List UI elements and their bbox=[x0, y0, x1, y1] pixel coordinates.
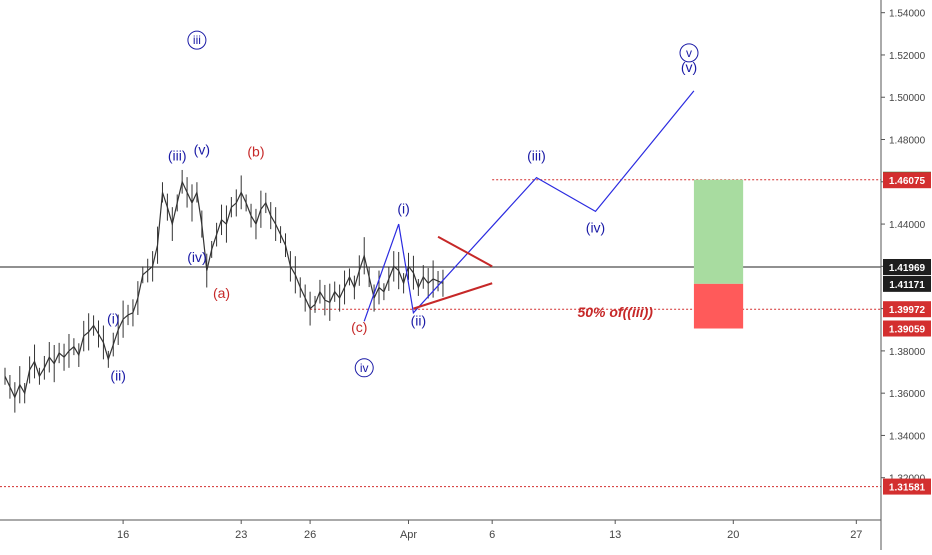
price-tag-label: 1.41969 bbox=[889, 263, 926, 274]
circled-wave-label: iv bbox=[360, 361, 369, 375]
plot-layer: (i) (ii) (iii) (iv) (v) (a) (b) (c) (i) (ii) (iii)… bbox=[0, 30, 881, 488]
wave-label: (ii) bbox=[411, 313, 427, 329]
y-tick-label: 1.52000 bbox=[889, 51, 926, 62]
wave-label: (iv) bbox=[187, 249, 206, 265]
x-tick-label: 6 bbox=[489, 529, 495, 541]
circled-wave-marker bbox=[354, 358, 374, 378]
x-tick-label: 13 bbox=[609, 529, 621, 541]
triangle-line bbox=[413, 282, 493, 310]
triangle-line bbox=[437, 235, 493, 268]
wave-label: (i) bbox=[397, 200, 409, 216]
price-tag-label: 1.46075 bbox=[889, 176, 926, 187]
x-tick-label: 26 bbox=[304, 529, 316, 541]
price-tag-label: 1.31581 bbox=[889, 483, 926, 494]
price-tag bbox=[883, 301, 931, 318]
y-tick-label: 1.38000 bbox=[889, 347, 926, 358]
target-box bbox=[693, 283, 744, 329]
price-tag bbox=[883, 320, 931, 337]
y-tick-label: 1.36000 bbox=[889, 389, 926, 400]
wave-label: (b) bbox=[247, 143, 264, 159]
wave-label: (i) bbox=[107, 310, 119, 326]
x-tick-label: 23 bbox=[235, 529, 247, 541]
circled-wave-label: iii bbox=[193, 33, 201, 47]
x-tick-label: 27 bbox=[850, 529, 862, 541]
x-tick-label: Apr bbox=[400, 529, 417, 541]
wave-label: (iii) bbox=[168, 148, 187, 164]
price-tag bbox=[883, 258, 931, 275]
wave-label: (c) bbox=[351, 319, 367, 335]
price-tag bbox=[883, 275, 931, 292]
price-tag-label: 1.39972 bbox=[889, 305, 926, 316]
wave-label: (v) bbox=[194, 141, 210, 157]
wave-label: (iv) bbox=[586, 220, 605, 236]
y-tick-label: 1.50000 bbox=[889, 93, 926, 104]
y-tick-label: 1.44000 bbox=[889, 220, 926, 231]
y-tick-label: 1.34000 bbox=[889, 431, 926, 442]
circled-wave-label: v bbox=[686, 46, 692, 60]
circled-wave-marker bbox=[679, 43, 699, 63]
price-tag bbox=[883, 172, 931, 189]
wave-label: (ii) bbox=[110, 367, 126, 383]
price-tag-label: 1.41171 bbox=[889, 280, 925, 291]
price-series-line bbox=[4, 179, 444, 399]
target-box bbox=[693, 179, 744, 284]
price-tag bbox=[883, 478, 931, 495]
price-tag-label: 1.39059 bbox=[889, 325, 926, 336]
wave-label: (v) bbox=[681, 59, 697, 75]
y-tick-label: 1.48000 bbox=[889, 136, 926, 147]
y-tick-label: 1.54000 bbox=[889, 9, 926, 20]
fib-annotation: 50% of((iii)) bbox=[577, 304, 653, 320]
x-tick-label: 20 bbox=[727, 529, 739, 541]
x-tick-label: 16 bbox=[117, 529, 129, 541]
wave-projection-path bbox=[363, 90, 695, 322]
wave-label: (iii) bbox=[527, 148, 546, 164]
circled-wave-marker bbox=[187, 30, 207, 50]
wave-label: (a) bbox=[213, 285, 230, 301]
